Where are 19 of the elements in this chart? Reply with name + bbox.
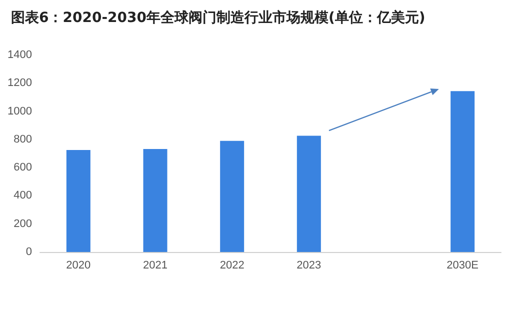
y-tick-label: 600 bbox=[14, 162, 32, 174]
y-tick-label: 200 bbox=[14, 218, 32, 230]
x-tick-label: 2022 bbox=[220, 260, 244, 272]
y-tick-label: 1000 bbox=[8, 105, 32, 118]
bar bbox=[220, 140, 244, 252]
y-tick-label: 1200 bbox=[8, 77, 32, 90]
chart-title: 图表6：2020-2030年全球阀门制造行业市场规模(单位：亿美元) bbox=[11, 9, 426, 26]
bar bbox=[143, 148, 168, 252]
y-tick-label: 0 bbox=[26, 246, 32, 258]
y-tick-label: 400 bbox=[14, 190, 32, 202]
y-tick-label: 800 bbox=[14, 133, 32, 146]
bar bbox=[66, 150, 90, 252]
bar bbox=[450, 91, 475, 252]
x-tick-label: 2023 bbox=[296, 260, 322, 272]
bar bbox=[296, 136, 321, 252]
x-tick-label: 2030E bbox=[446, 260, 478, 272]
x-tick-label: 2021 bbox=[143, 260, 168, 272]
y-tick-label: 1400 bbox=[8, 49, 32, 61]
x-tick-label: 2020 bbox=[66, 260, 91, 272]
